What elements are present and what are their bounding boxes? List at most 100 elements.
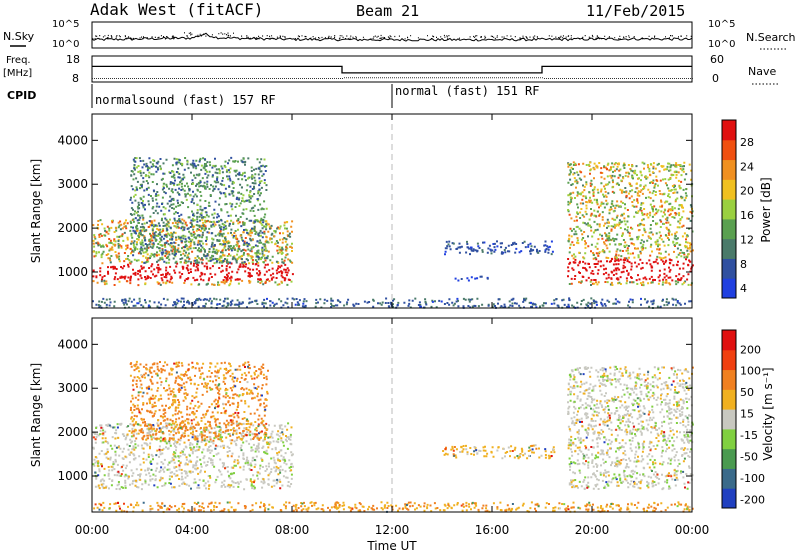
y-tick-label: 3000 [57,177,88,191]
station-title: Adak West (fitACF) [90,0,263,19]
x-tick-label: 00:00 [675,523,710,537]
y-tick-label: 1000 [57,265,88,279]
y-tick-label: 4000 [57,133,88,147]
colorbar-tick-label: 15 [740,408,754,421]
heatmap-cells [444,240,554,256]
colorbar-block [722,120,736,141]
cpid-segment-1: normalsound (fast) 157 RF [95,93,276,107]
freq-right-tick-top: 60 [710,53,724,66]
heatmap-cells [94,502,463,510]
heatmap-cells [460,275,489,280]
colorbar-block [722,389,736,410]
heatmap-cells [444,240,550,256]
velocity-ylabel: Slant Range [km] [29,363,43,467]
noise-trace [91,32,693,42]
heatmap-cells [142,365,249,410]
noise-right-tick-bottom: 10^0 [708,39,735,50]
heatmap-cells [148,376,267,439]
colorbar-tick-label: -200 [740,493,765,506]
colorbar-block [722,278,736,299]
heatmap-cells [129,360,269,441]
frequency-line [92,65,692,74]
heatmap-cells [100,426,282,490]
noise-left-tick-top: 10^5 [52,19,79,30]
colorbar-block [722,238,736,259]
freq-panel: Freq. [MHz] 18 8 60 0 Nave [3,53,778,85]
x-tick-label: 00:00 [75,523,110,537]
nave-label: Nave [748,65,776,78]
freq-right-tick-bottom: 0 [712,72,719,85]
colorbar-tick-label: 28 [740,136,754,149]
colorbar-block [722,258,736,279]
heatmap-cells [132,362,248,440]
x-tick-label: 16:00 [475,523,510,537]
colorbar-block [722,349,736,371]
colorbar-block [722,369,736,390]
noise-left-tick-bottom: 10^0 [52,39,79,50]
heatmap-cells [94,422,293,490]
velocity-yticks: 4000 3000 2000 1000 [57,337,692,483]
power-heatmap [92,156,694,309]
freq-left-label-top: Freq. [6,55,31,66]
y-tick-label: 4000 [57,337,88,351]
noise-right-label: N.Search [746,31,796,44]
heatmap-cells [139,374,256,405]
noise-sky-line [91,32,693,42]
freq-left-tick-bottom: 8 [72,72,79,85]
colorbar-block [722,468,736,489]
heatmap-cells [442,444,556,460]
cpid-segment-2: normal (fast) 151 RF [395,84,540,98]
x-tick-label: 12:00 [375,523,410,537]
colorbar-block [722,218,736,240]
heatmap-cells [567,366,693,490]
colorbar-block [722,179,736,200]
colorbar-block [722,428,736,450]
power-colorbar-label: Power [dB] [759,177,773,242]
heatmap-cells [447,240,553,256]
freq-panel-frame [91,55,693,83]
colorbar-tick-label: 200 [740,343,761,356]
noise-right-tick-top: 10^5 [708,19,735,30]
colorbar-block [722,199,736,220]
heatmap-cells [579,371,688,481]
heatmap-cells [150,378,241,439]
heatmap-cells [117,502,570,511]
heatmap-cells [92,422,293,489]
colorbar-frame [721,329,737,509]
power-panel: 4000 3000 2000 1000 Slant Range [km] 28 24 20… [29,113,773,309]
x-axis: 00:00 04:00 08:00 12:00 16:00 20:00 00:00 [75,114,710,537]
colorbar-block [722,448,736,469]
colorbar-block [722,330,736,351]
colorbar-tick-label: 16 [740,209,754,222]
colorbar-tick-label: 4 [740,282,747,295]
noise-search-points [92,32,692,40]
nave-points [92,77,693,79]
noise-panel: N.Sky 10^5 10^0 10^5 10^0 N.Search [3,19,796,50]
x-tick-label: 20:00 [575,523,610,537]
colorbar-tick-label: 24 [740,160,754,173]
heatmap-cells [137,374,249,429]
x-tick-label: 04:00 [175,523,210,537]
heatmap-cells [150,361,268,436]
velocity-colorbar-label: Velocity [m s⁻¹] [761,367,775,460]
power-yticks: 4000 3000 2000 1000 [57,133,692,279]
heatmap-cells [454,276,489,282]
heatmap-cells [149,506,691,512]
colorbar-tick-label: -50 [740,451,758,464]
velocity-heatmap [92,360,694,513]
heatmap-cells [581,380,690,489]
cpid-label: CPID [7,89,36,102]
power-colorbar: 28 24 20 16 12 8 4 [721,119,754,299]
heatmap-cells [108,503,688,510]
heatmap-cells [585,367,673,478]
colorbar-tick-label: 20 [740,185,754,198]
freq-left-tick-top: 18 [66,53,80,66]
colorbar-tick-label: 8 [740,258,747,271]
colorbar-frame [721,119,737,299]
heatmap-cells [94,424,284,490]
y-tick-label: 1000 [57,469,88,483]
heatmap-cells [567,162,694,287]
colorbar-block [722,139,736,161]
heatmap-cells [583,391,689,472]
y-tick-label: 2000 [57,425,88,439]
